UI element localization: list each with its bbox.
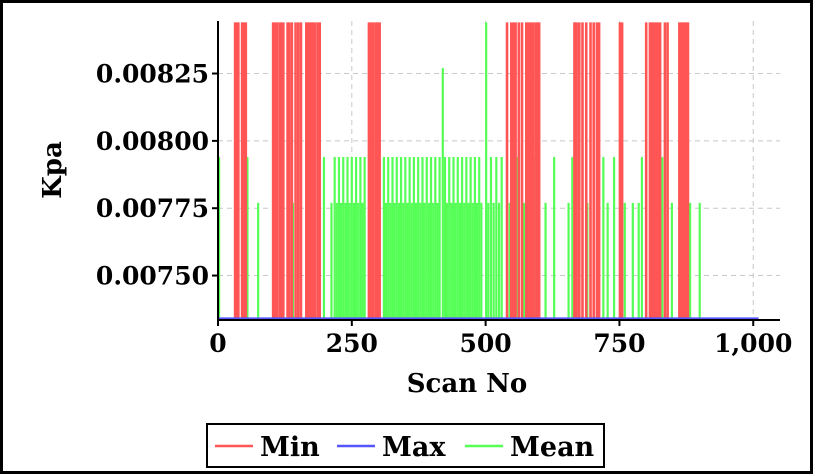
legend-label-mean: Mean <box>510 432 595 463</box>
legend: Min Max Mean <box>206 423 605 468</box>
axes <box>212 21 780 326</box>
x-tick-label: 250 <box>326 329 378 358</box>
series-layer <box>217 22 759 320</box>
x-tick-label: 1,000 <box>714 329 792 358</box>
y-tick-label: 0.00775 <box>96 194 209 223</box>
legend-label-max: Max <box>382 432 446 463</box>
y-tick-label: 0.00825 <box>96 60 209 89</box>
legend-box <box>206 423 605 468</box>
chart-svg: 0.00750 0.00775 0.00800 0.00825 0 250 500 750 1,… <box>38 21 792 468</box>
tick-labels: 0.00750 0.00775 0.00800 0.00825 0 250 500 750 1,… <box>96 60 792 358</box>
legend-label-min: Min <box>260 432 320 463</box>
y-tick-label: 0.00750 <box>96 262 209 291</box>
y-tick-label: 0.00800 <box>96 127 209 156</box>
x-tick-label: 750 <box>593 329 645 358</box>
x-axis-title: Scan No <box>407 369 528 399</box>
x-tick-label: 500 <box>460 329 512 358</box>
x-tick-label: 0 <box>209 329 226 358</box>
y-axis-title: Kpa <box>38 141 68 199</box>
